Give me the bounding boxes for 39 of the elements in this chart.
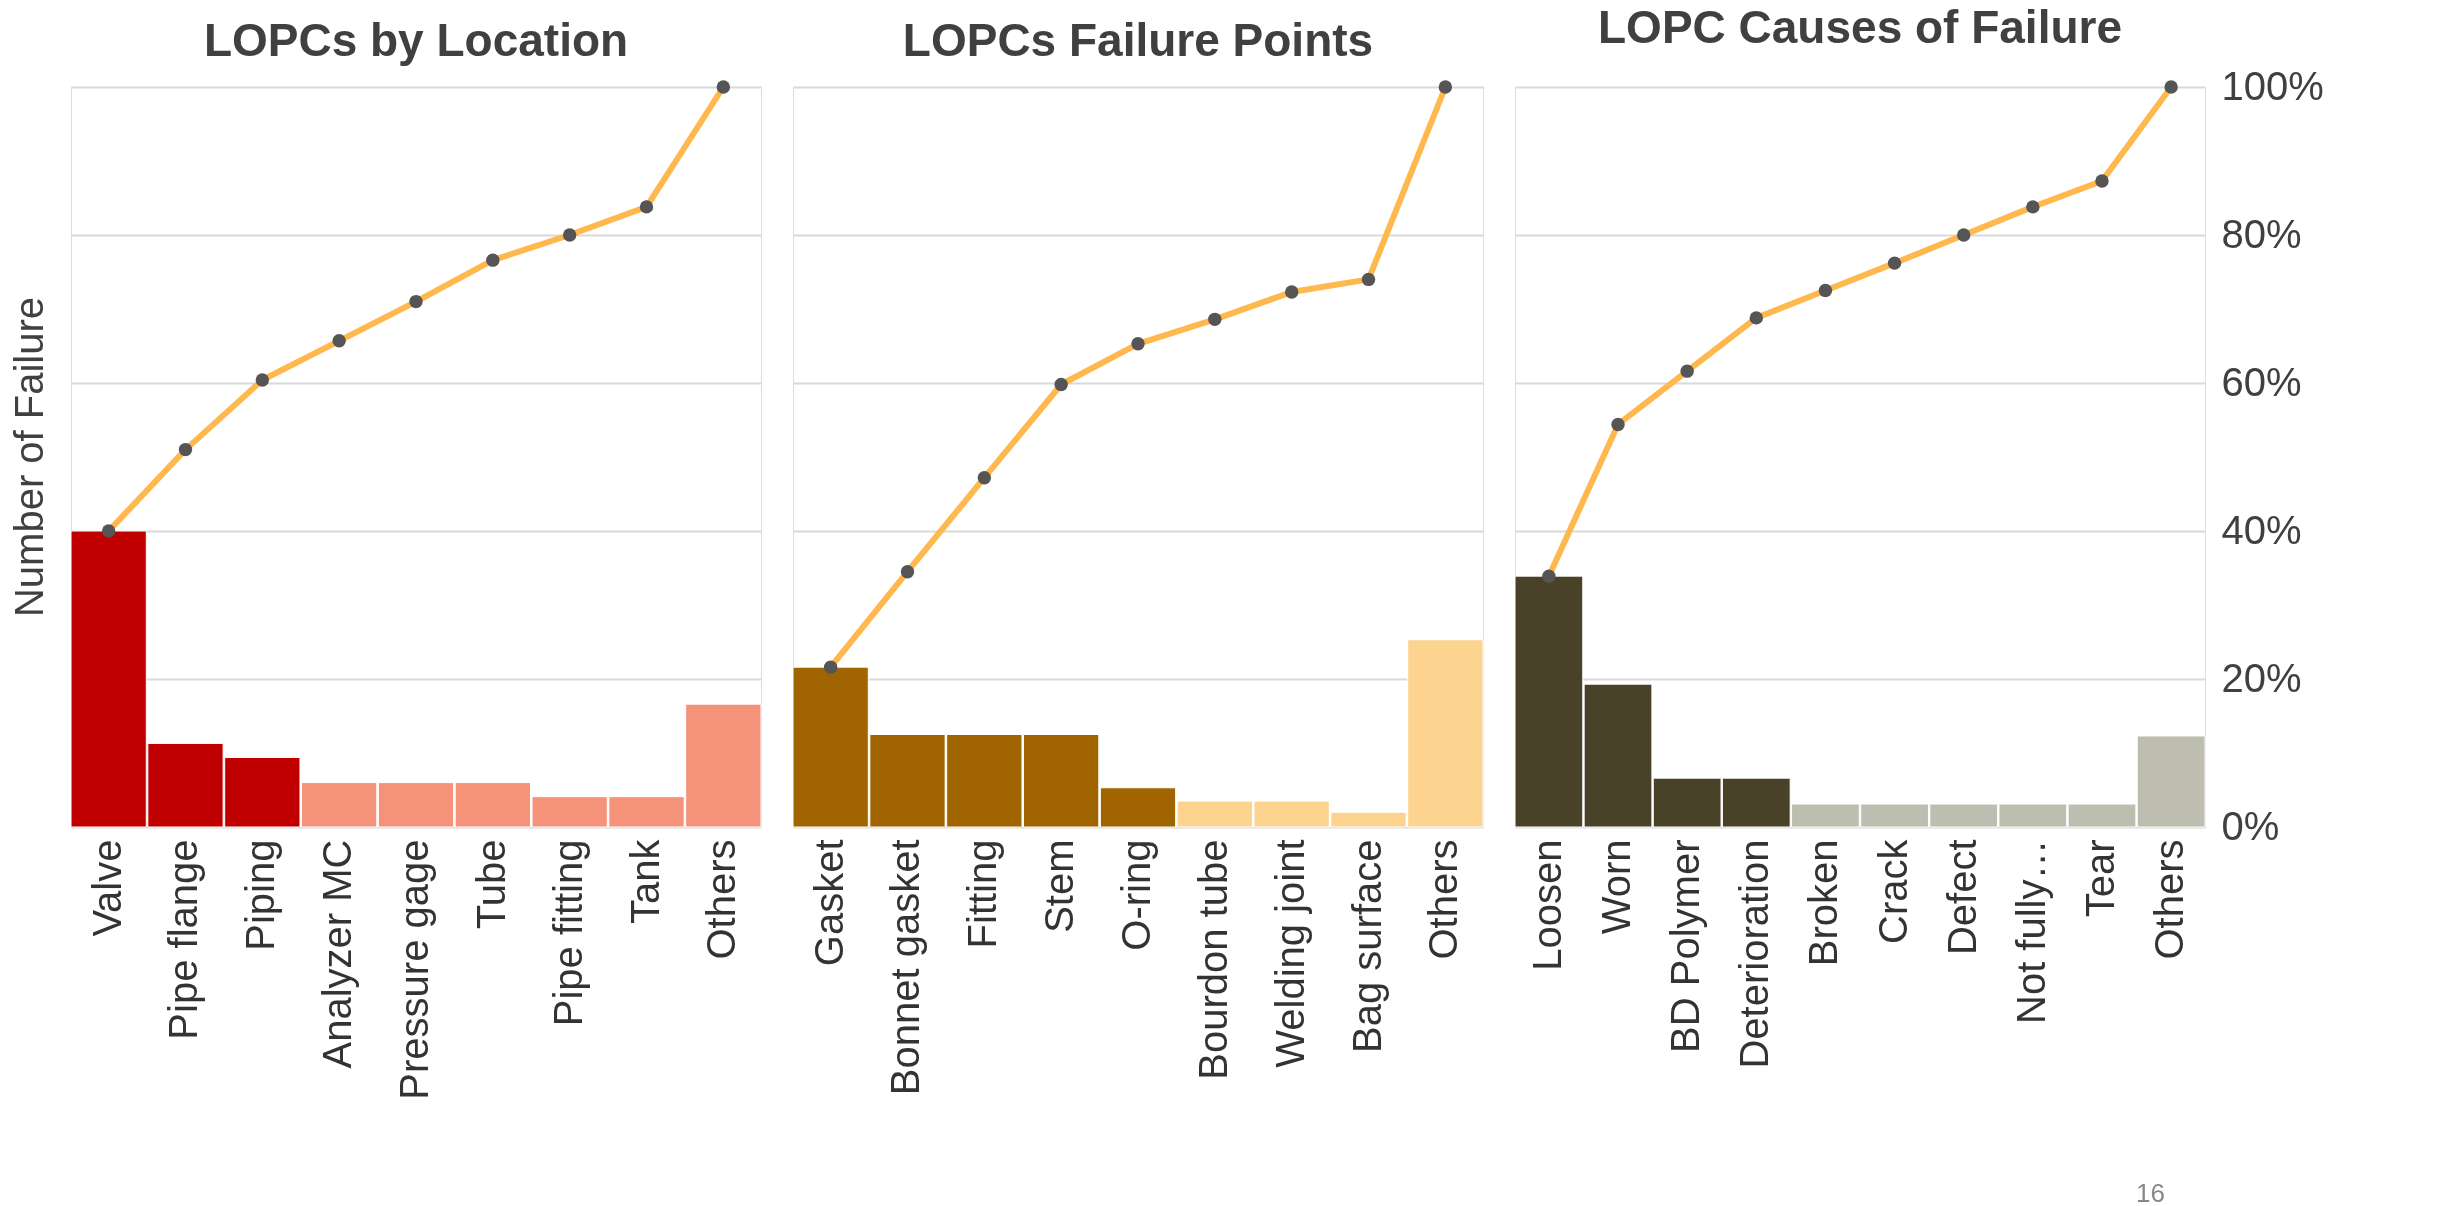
x-tick-label: Bag surface bbox=[1344, 839, 1389, 1053]
x-tick-label: Deterioration bbox=[1732, 839, 1777, 1069]
text: 16 bbox=[2136, 1178, 2165, 1206]
x-tick-label: BD Polymer bbox=[1663, 839, 1708, 1053]
x-tick-label: Piping bbox=[238, 839, 283, 951]
x-tick-label: Bourdon tube bbox=[1190, 839, 1235, 1080]
x-tick-label: Not fully… bbox=[2008, 839, 2053, 1024]
y-tick-label: 100% bbox=[2221, 63, 2324, 108]
x-tick-label: Pipe fitting bbox=[545, 839, 590, 1027]
x-tick-label: Loosen bbox=[1524, 839, 1569, 971]
x-tick-label: Worn bbox=[1594, 839, 1639, 935]
chart-title: LOPC Causes of Failure bbox=[1597, 1, 2123, 53]
y-tick-label: 60% bbox=[2221, 359, 2302, 404]
chart-title: LOPCs by Location bbox=[203, 14, 629, 67]
y-tick-label: 20% bbox=[2221, 655, 2302, 700]
y-tick-label: 40% bbox=[2221, 507, 2302, 552]
x-tick-label: Others bbox=[2147, 839, 2192, 960]
y-tick-label: 0% bbox=[2221, 803, 2280, 848]
chart-title: LOPCs Failure Points bbox=[902, 14, 1374, 67]
x-tick-label: O-ring bbox=[1114, 839, 1158, 951]
y-tick-label: 80% bbox=[2221, 211, 2302, 256]
x-tick-label: Analyzer MC bbox=[315, 839, 360, 1069]
x-tick-label: Tube bbox=[468, 839, 513, 930]
x-tick-label: Tear bbox=[2077, 839, 2122, 918]
x-tick-label: Stem bbox=[1037, 839, 1082, 933]
x-tick-label: Others bbox=[699, 839, 744, 960]
x-tick-label: Welding joint bbox=[1267, 839, 1312, 1068]
x-tick-label: Valve bbox=[84, 839, 129, 937]
x-tick-label: Bonnet gasket bbox=[883, 839, 928, 1096]
x-tick-label: Fitting bbox=[960, 839, 1005, 949]
y-axis-title: Number of Failure bbox=[7, 296, 51, 618]
x-tick-label: Gasket bbox=[806, 839, 851, 967]
x-tick-label: Pipe flange bbox=[161, 839, 206, 1040]
x-tick-label: Pressure gage bbox=[392, 839, 436, 1100]
x-tick-label: Tank bbox=[622, 838, 667, 924]
x-tick-label: Others bbox=[1421, 839, 1466, 960]
x-tick-label: Crack bbox=[1870, 838, 1915, 944]
x-tick-label: Defect bbox=[1939, 839, 1984, 956]
x-tick-label: Broken bbox=[1801, 839, 1846, 967]
